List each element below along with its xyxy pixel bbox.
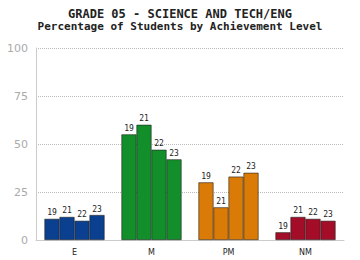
svg-text:21: 21 — [216, 197, 226, 206]
svg-text:GRADE 05 - SCIENCE AND TECH/EN: GRADE 05 - SCIENCE AND TECH/ENG — [68, 7, 292, 21]
svg-text:25: 25 — [14, 186, 28, 199]
svg-text:75: 75 — [14, 90, 28, 103]
svg-text:19: 19 — [278, 222, 288, 231]
svg-text:50: 50 — [14, 138, 28, 151]
svg-text:21: 21 — [139, 114, 149, 123]
svg-text:22: 22 — [308, 208, 318, 217]
svg-text:0: 0 — [21, 234, 28, 247]
svg-text:22: 22 — [77, 210, 87, 219]
svg-text:100: 100 — [7, 42, 28, 55]
svg-text:23: 23 — [323, 210, 333, 219]
svg-text:23: 23 — [246, 162, 256, 171]
svg-text:M: M — [148, 248, 155, 257]
svg-text:21: 21 — [293, 206, 303, 215]
svg-text:19: 19 — [47, 208, 57, 217]
svg-text:22: 22 — [154, 139, 164, 148]
svg-text:PM: PM — [223, 248, 235, 257]
svg-text:23: 23 — [92, 205, 102, 214]
svg-text:19: 19 — [124, 124, 134, 133]
svg-text:23: 23 — [169, 149, 179, 158]
svg-text:NM: NM — [299, 248, 312, 257]
svg-text:19: 19 — [201, 172, 211, 181]
svg-text:E: E — [72, 248, 77, 257]
svg-text:22: 22 — [231, 166, 241, 175]
svg-text:21: 21 — [62, 206, 72, 215]
svg-text:Percentage of Students by Achi: Percentage of Students by Achievement Le… — [38, 20, 323, 33]
